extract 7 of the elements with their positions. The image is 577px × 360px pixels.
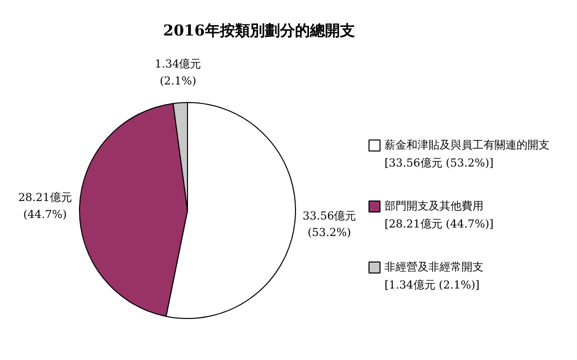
data-label: 33.56億元 (53.2%) [302,209,356,240]
legend-label: 非經營及非經常開支 [1.34億元 (2.1%)] [384,260,484,292]
legend-label: 部門開支及其他費用 [28.21億元 (44.7%)] [384,200,494,231]
data-label: 1.34億元 (2.1%) [154,58,202,88]
data-label: 28.21億元 (44.7%) [18,190,72,221]
chart-title: 2016年按類別劃分的總開支 [163,22,355,40]
legend-label: 薪金和津貼及與員工有關連的開支 [33.56億元 (53.2%)] [384,138,550,170]
